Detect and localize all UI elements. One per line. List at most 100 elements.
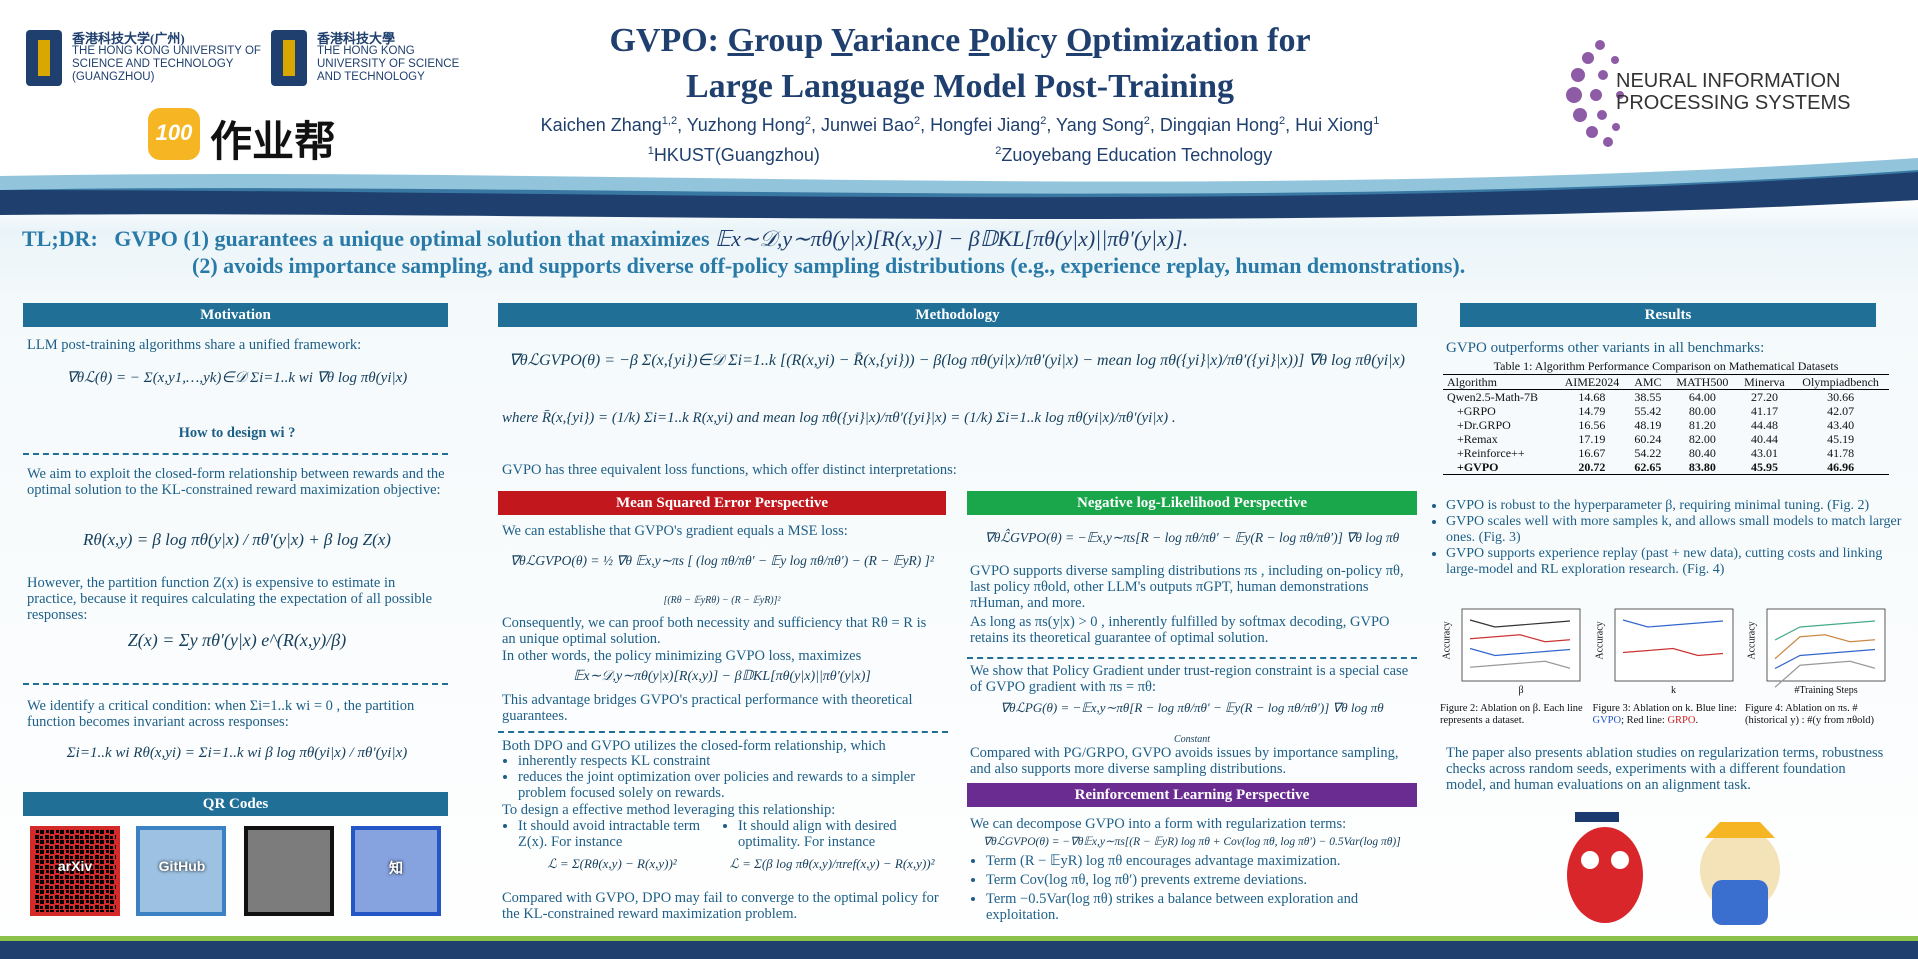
text: We aim to exploit the closed-form relati… — [27, 466, 445, 498]
caption-part: . — [1695, 715, 1699, 726]
figure: Accuracy k Figure 3: Ablation on k. Blue l… — [1593, 605, 1738, 727]
author: Kaichen Zhang — [540, 115, 662, 135]
formula: ∇θℒPG(θ) = −𝔼x,y∼πθ[R − log πθ/πθ′ − 𝔼y(… — [1000, 700, 1384, 715]
title-part: GVPO: — [609, 22, 728, 59]
table-row: +Dr.GRPO 16.56 48.19 81.20 44.48 43.40 — [1443, 418, 1889, 432]
caption-part: Figure 2: Ablation on β. Each line repre… — [1440, 703, 1583, 726]
hkust-en: THE HONG KONG UNIVERSITY OF SCIENCE AND … — [317, 45, 460, 83]
table-cell: 38.55 — [1634, 390, 1662, 404]
title: Large Language Model Post-Training — [685, 68, 1235, 105]
author: , Hongfei Jiang — [920, 115, 1041, 135]
formula: ℒ = Σ(β log πθ(x,y)/πref(x,y) − R(x,y))² — [729, 856, 935, 871]
affiliation-mark: 1 — [1373, 115, 1380, 127]
divider — [967, 657, 1417, 659]
table-cell: +Remax — [1457, 432, 1498, 446]
divider — [23, 683, 448, 685]
table-cell: 16.67 — [1578, 446, 1606, 460]
y-axis-label: Accuracy — [1746, 621, 1758, 660]
affiliation-name: Zuoyebang Education Technology — [1001, 145, 1273, 165]
hkust-gz-cn: 香港科技大学(广州) — [72, 31, 185, 46]
text: Both DPO and GVPO utilizes the closed-fo… — [502, 738, 886, 754]
zyb-name: 作业帮 — [210, 118, 337, 165]
table-header: Algorithm AIME2024 AMC MATH500 Minerva Olympi… — [1443, 374, 1889, 390]
bullet: Term −0.5Var(log πθ) strikes a balance b… — [986, 891, 1430, 923]
bullet: It should avoid intractable term Z(x). F… — [518, 818, 722, 850]
text: How to design wi ? — [178, 425, 296, 441]
figure-plot — [1614, 608, 1733, 682]
bullet: It should align with desired optimality.… — [738, 818, 942, 850]
design-column: It should align with desired optimality.… — [722, 818, 942, 872]
section-heading: QR Codes — [23, 792, 448, 816]
caption-part: GVPO — [1592, 715, 1622, 726]
table-cell: 41.17 — [1750, 404, 1778, 418]
section-heading: Results — [1460, 303, 1876, 327]
figure-line — [1469, 647, 1571, 657]
text: This advantage bridges GVPO's practical … — [502, 692, 913, 724]
table-row: +Reinforce++ 16.67 54.22 80.40 43.01 41.78 — [1443, 446, 1889, 460]
x-axis-label: #Training Steps — [1794, 685, 1858, 696]
title-part: P — [968, 22, 990, 59]
column-header: Minerva — [1736, 374, 1793, 390]
table-cell: 81.20 — [1688, 418, 1716, 432]
table-caption: Table 1: Algorithm Performance Compariso… — [1493, 359, 1839, 373]
table-row: +GRPO 14.79 55.42 80.00 41.17 42.07 — [1443, 404, 1889, 418]
table-cell: +Dr.GRPO — [1457, 418, 1511, 432]
x-axis-label: β — [1518, 685, 1524, 696]
title-part: olicy — [989, 22, 1066, 59]
figure: Accuracy β Figure 2: Ablation on β. Each l… — [1440, 605, 1585, 727]
affiliation-mark: 2 — [804, 115, 811, 127]
text: GVPO outperforms other variants in all b… — [1446, 340, 1765, 356]
affiliation-mark: 1 — [647, 145, 654, 157]
formula: Rθ(x,y) = β log πθ(y|x) / πθ′(y|x) + β l… — [83, 530, 391, 549]
text: However, the partition function Z(x) is … — [27, 575, 433, 623]
qr-icon: 知 — [389, 860, 403, 876]
formula: Z(x) = Σy πθ′(y|x) e^(R(x,y)/β) — [127, 630, 347, 650]
affiliations: 1HKUST(Guangzhou) 2Zuoyebang Education Te… — [560, 145, 1360, 166]
list: It should avoid intractable term Z(x). F… — [502, 818, 722, 850]
figure-plot — [1766, 608, 1886, 688]
author: , Yang Song — [1046, 115, 1144, 135]
zyb-icon: 100 — [155, 120, 193, 145]
section-heading: Reinforcement Learning Perspective — [967, 783, 1417, 807]
figure-line — [1622, 619, 1723, 628]
qr-icon — [244, 858, 334, 878]
list: It should align with desired optimality.… — [722, 818, 942, 850]
mascots — [1567, 812, 1780, 925]
x-axis-label: k — [1671, 685, 1676, 696]
formula: ∇θℒGVPO(θ) = −β Σ(x,{yi})∈𝒟 Σi=1..k [(R(… — [509, 352, 1405, 369]
table-cell: 46.96 — [1827, 460, 1855, 474]
formula: ∇θℒ̂GVPO(θ) = −𝔼x,y∼πs[R − log πθ/πθ′ − … — [984, 530, 1400, 545]
bullet: Term (R − 𝔼yR) log πθ encourages advanta… — [986, 853, 1430, 869]
text: To design a effective method leveraging … — [502, 802, 836, 818]
title: GVPO: Group Variance Policy Optimization… — [460, 22, 1460, 60]
affiliation-mark: 2 — [1143, 115, 1150, 127]
table-cell: 45.19 — [1827, 432, 1855, 446]
author: , Dingqian Hong — [1149, 115, 1279, 135]
table-cell: 16.56 — [1578, 418, 1606, 432]
table-row: +GVPO 20.72 62.65 83.80 45.95 46.96 — [1443, 460, 1889, 475]
title-part: ariance — [852, 22, 969, 59]
table-cell: +Reinforce++ — [1457, 446, 1525, 460]
tldr-label: TL;DR: — [22, 226, 98, 251]
divider — [23, 453, 448, 455]
list: GVPO is robust to the hyperparameter β, … — [1430, 498, 1906, 578]
section-heading: Methodology — [498, 303, 1417, 327]
figure-plot — [1461, 608, 1581, 682]
design-columns: It should avoid intractable term Z(x). F… — [502, 818, 942, 872]
formula: ℒ = Σ(Rθ(x,y) − R(x,y))² — [547, 856, 677, 871]
formula: 𝔼x∼𝒟,y∼πθ(y|x)[R(x,y)] − β𝔻KL[πθ(y|x)||π… — [573, 669, 871, 684]
text: We can establishe that GVPO's gradient e… — [502, 523, 848, 539]
affiliation-mark: 2 — [1279, 115, 1286, 127]
text: As long as πs(y|x) > 0 , inherently fulf… — [970, 614, 1390, 646]
y-axis-label: Accuracy — [1441, 621, 1453, 660]
qr-codes — [30, 826, 441, 916]
authors: Kaichen Zhang1,2, Yuzhong Hong2, Junwei … — [460, 115, 1460, 136]
table-row: Qwen2.5-Math-7B 14.68 38.55 64.00 27.20 30.66 — [1443, 390, 1889, 405]
table-cell: +GRPO — [1457, 404, 1496, 418]
table-cell: 44.48 — [1750, 418, 1778, 432]
table-cell: 83.80 — [1688, 460, 1716, 474]
author: , Hui Xiong — [1285, 115, 1374, 135]
column-header: Olympiadbench — [1792, 374, 1889, 390]
column-header: AIME2024 — [1556, 374, 1628, 390]
